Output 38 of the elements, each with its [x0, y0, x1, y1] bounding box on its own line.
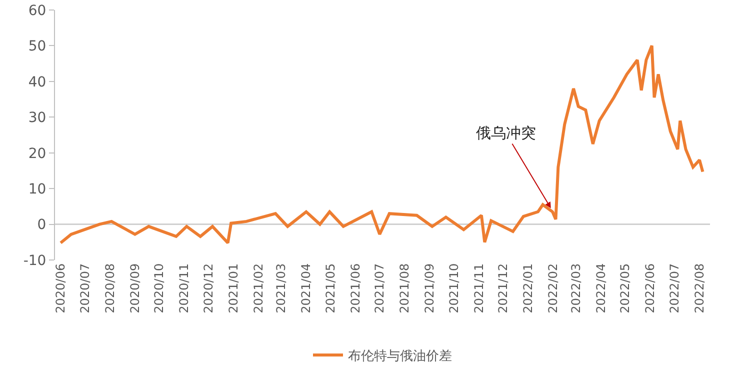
- x-tick-label: 2022/05: [618, 263, 632, 314]
- x-tick-label: 2020/09: [128, 263, 142, 314]
- x-tick-label: 2022/02: [546, 263, 560, 314]
- x-tick-label: 2021/01: [226, 263, 240, 314]
- x-tick-label: 2021/02: [251, 263, 266, 314]
- x-tick-label: 2021/09: [422, 263, 437, 314]
- y-tick-label: 60: [28, 2, 46, 19]
- x-tick-label: 2021/12: [496, 263, 510, 314]
- x-tick-label: 2020/06: [54, 263, 68, 314]
- x-tick-label: 2021/07: [372, 263, 387, 314]
- x-tick-label: 2021/08: [398, 263, 412, 314]
- x-tick-label: 2022/01: [521, 263, 536, 314]
- x-tick-label: 2022/04: [594, 263, 608, 314]
- x-tick-label: 2020/12: [201, 263, 216, 314]
- y-tick-label: 40: [28, 74, 46, 90]
- legend-label: 布伦特与俄油价差: [348, 349, 452, 364]
- x-tick-label: 2020/07: [78, 263, 92, 314]
- x-tick-label: 2020/10: [152, 263, 166, 314]
- y-tick-label: 50: [28, 38, 46, 55]
- x-tick-label: 2021/05: [323, 263, 338, 314]
- x-tick-label: 2022/03: [568, 263, 583, 314]
- y-tick-label: 0: [37, 217, 46, 234]
- x-tick-label: 2021/06: [348, 263, 362, 314]
- line-series: [59, 44, 704, 244]
- x-tick-label: 2021/04: [299, 263, 314, 314]
- x-tick-label: 2021/03: [274, 263, 288, 314]
- y-tick-label: 20: [28, 146, 46, 162]
- x-tick-label: 2022/06: [643, 263, 658, 314]
- x-tick-label: 2020/08: [102, 263, 117, 314]
- y-tick-label: 30: [28, 110, 46, 126]
- x-tick-label: 2022/08: [692, 263, 706, 314]
- y-tick-label: 10: [28, 181, 46, 198]
- annotation: 俄乌冲突: [476, 124, 536, 142]
- x-tick-label: 2021/11: [472, 263, 486, 314]
- y-tick-label: -10: [23, 252, 46, 269]
- x-tick-label: 2020/11: [177, 263, 192, 314]
- x-tick-label: 2022/07: [667, 263, 682, 314]
- x-tick-label: 2021/10: [446, 263, 461, 314]
